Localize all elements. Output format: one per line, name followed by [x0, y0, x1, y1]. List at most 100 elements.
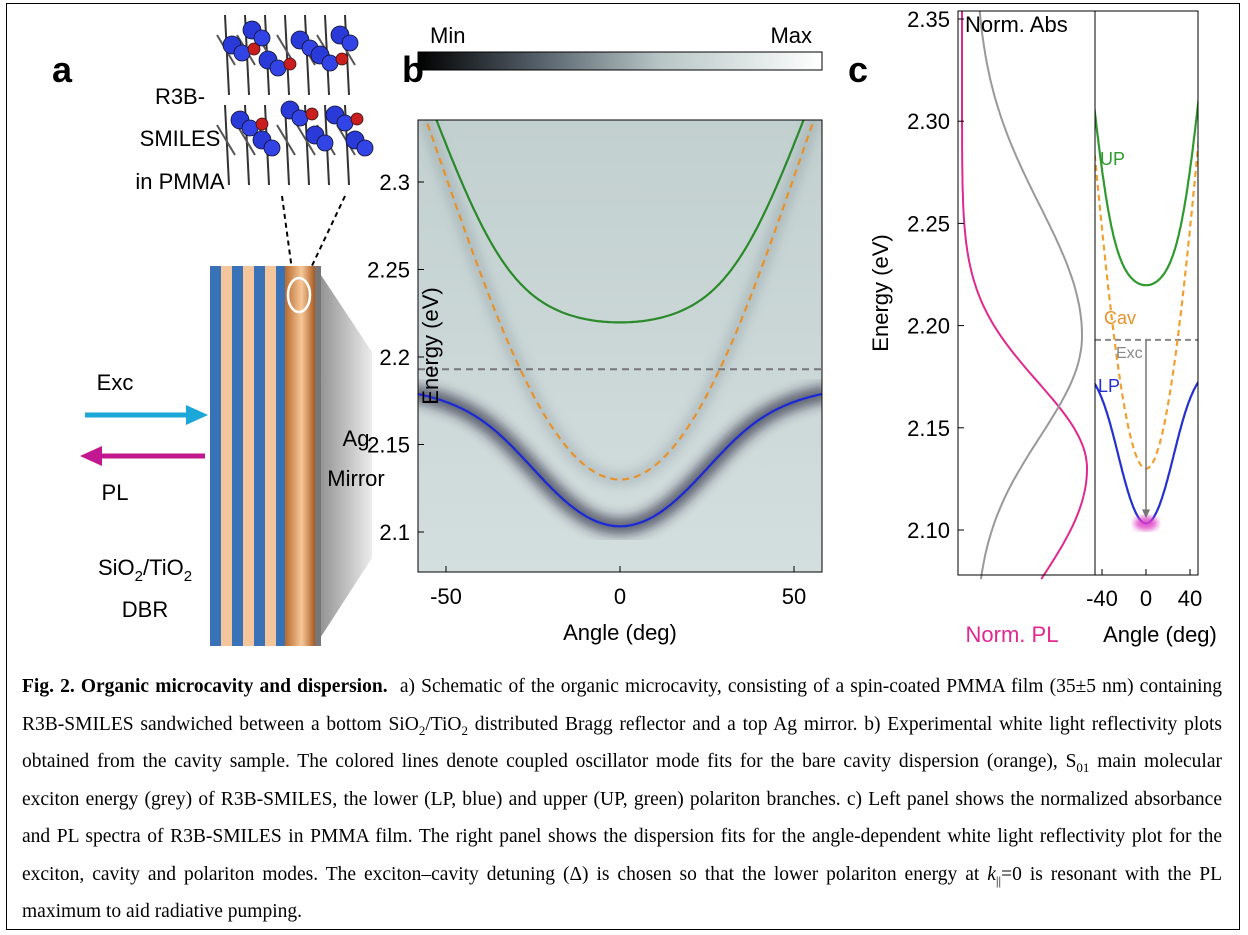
stick — [224, 104, 230, 186]
caption-text: 01 — [1076, 759, 1090, 775]
y-tick-label: 2.35 — [907, 7, 950, 32]
x-tick-label: 0 — [1140, 586, 1152, 611]
mirror-label: Mirror — [327, 466, 384, 491]
atom — [335, 52, 349, 66]
atom — [291, 109, 309, 127]
y-tick-label: 2.15 — [367, 433, 410, 458]
stick — [224, 14, 230, 96]
text-run: 2 — [135, 568, 143, 585]
atom — [283, 57, 297, 71]
atom — [305, 107, 319, 121]
dbr — [210, 266, 285, 646]
colorbar-label: Min — [430, 23, 465, 48]
atom — [350, 112, 364, 126]
molecule-illustration — [216, 14, 374, 186]
pl-spot — [1134, 516, 1158, 531]
mirror-label: Ag — [343, 426, 370, 451]
pl-spectrum — [961, 10, 1089, 580]
y-axis-title: Energy (eV) — [418, 287, 443, 404]
zoom-line — [309, 195, 346, 271]
dbr-label: DBR — [122, 597, 168, 622]
mode-label: Cav — [1104, 308, 1136, 328]
dispersion-curves — [1095, 94, 1198, 531]
exc-label: Exc — [97, 370, 134, 395]
caption-text: || — [995, 872, 1002, 888]
atom — [356, 139, 374, 157]
y-axis-title: Energy (eV) — [868, 234, 893, 351]
atom — [341, 34, 359, 52]
y-tick-label: 2.2 — [379, 345, 410, 370]
pl-label: PL — [102, 480, 129, 505]
dbr-material: SiO2/TiO2 — [98, 555, 192, 585]
atom — [253, 29, 271, 47]
mode-label: LP — [1098, 376, 1120, 396]
y-tick-label: 2.20 — [907, 314, 950, 339]
sample-label: R3B- — [155, 84, 205, 109]
caption-text: a) Schematic of the organic microcavity,… — [22, 676, 1222, 735]
caption-text: /TiO — [425, 713, 462, 735]
caption-text: =0 is resonant with the PL maximum to ai… — [22, 863, 1222, 923]
atom — [247, 42, 261, 56]
dispersion-curves — [418, 120, 822, 535]
lp-curve — [418, 392, 822, 528]
y-tick-label: 2.25 — [367, 258, 410, 283]
caption-text: main molecular exciton energy (grey) of … — [22, 751, 1222, 885]
figure-border — [6, 3, 1240, 930]
abs-title: Norm. Abs — [965, 12, 1068, 37]
atom — [316, 134, 334, 152]
caption-text: distributed Bragg reflector and a top Ag… — [22, 713, 1222, 773]
zoom-line — [281, 195, 293, 271]
stick — [236, 124, 256, 156]
highlight — [286, 276, 312, 314]
x-axis-title: Angle (deg) — [1103, 622, 1217, 647]
y-tick-label: 2.25 — [907, 211, 950, 236]
pl-title: Norm. PL — [966, 622, 1059, 647]
caption: Fig. 2. Organic microcavity and dispersi… — [22, 668, 1222, 931]
atom — [255, 117, 269, 131]
text-run: /TiO — [143, 555, 184, 580]
reflectivity-map — [418, 120, 822, 572]
x-tick-label: -40 — [1086, 586, 1118, 611]
up-curve — [435, 120, 805, 324]
caption-title: Fig. 2. Organic microcavity and dispersi… — [22, 676, 388, 697]
y-tick-label: 2.30 — [907, 109, 950, 134]
y-tick-label: 2.15 — [907, 416, 950, 441]
ag-mirror-edge — [315, 266, 321, 646]
plot-frame — [957, 10, 1199, 576]
atom — [263, 139, 281, 157]
stick — [296, 124, 316, 156]
up-curve — [1095, 94, 1198, 287]
stick — [284, 14, 290, 96]
caption-text: 2 — [418, 722, 426, 738]
x-axis-title: Angle (deg) — [563, 620, 677, 645]
relax-arrowhead — [1142, 509, 1150, 519]
y-tick-label: 2.3 — [379, 170, 410, 195]
colorbar — [417, 51, 823, 71]
figure: a R3B- SMILES in PMMA Ag Mirror Exc PL S… — [52, 7, 1217, 647]
x-tick-label: 50 — [782, 584, 806, 609]
panel-label: c — [848, 49, 868, 90]
colorbar-label: Max — [770, 23, 812, 48]
x-tick-label: -50 — [430, 584, 462, 609]
caption-text: k — [987, 863, 996, 885]
panel-label: a — [52, 49, 73, 90]
stick — [216, 124, 236, 156]
atom — [336, 114, 354, 132]
atom — [269, 59, 287, 77]
caption-text: 2 — [461, 722, 468, 738]
cavity-curve — [424, 120, 816, 481]
ag-mirror — [315, 266, 372, 646]
y-tick-label: 2.1 — [379, 520, 410, 545]
mode-label: UP — [1100, 149, 1125, 169]
spectra — [961, 10, 1089, 580]
x-tick-label: 0 — [614, 584, 626, 609]
abs-spectrum — [978, 10, 1083, 580]
sample-label: SMILES — [140, 126, 221, 151]
x-tick-label: 40 — [1178, 586, 1202, 611]
text-run: 2 — [184, 568, 192, 585]
atom — [321, 54, 339, 72]
active-layer — [285, 266, 315, 646]
exc-arrow — [85, 405, 208, 425]
atom — [233, 44, 251, 62]
